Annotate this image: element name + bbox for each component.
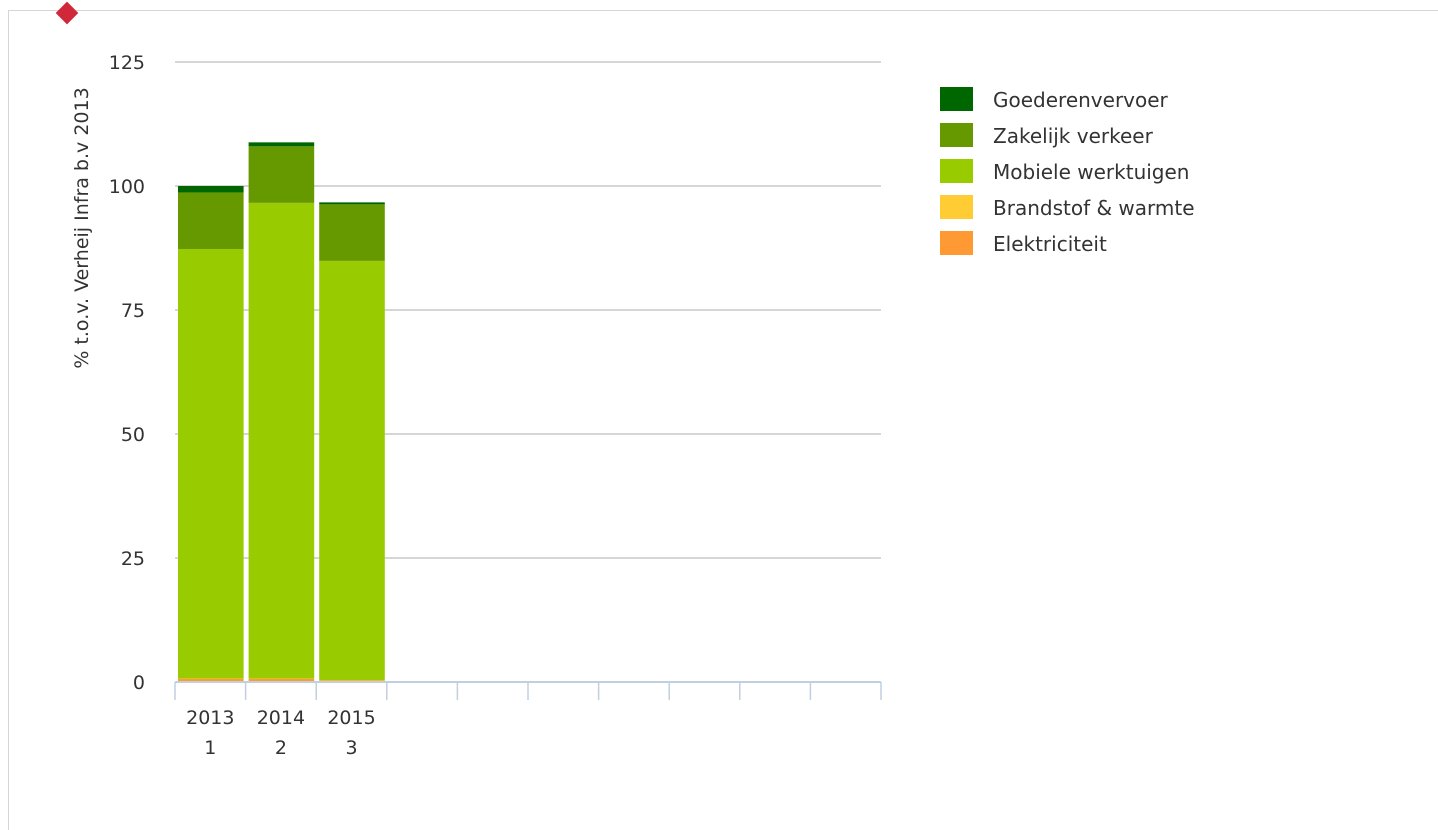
legend-swatch-brandstof-warmte	[940, 195, 973, 219]
legend-swatch-mobiele-werktuigen	[940, 159, 973, 183]
legend-swatch-zakelijk-verkeer	[940, 123, 973, 147]
legend-label-zakelijk-verkeer: Zakelijk verkeer	[993, 124, 1154, 148]
bar-2015-goederenvervoer	[319, 202, 385, 204]
bar-2014-mobiele-werktuigen	[249, 203, 315, 679]
bar-2014-zakelijk-verkeer	[249, 146, 315, 203]
bar-2013-zakelijk-verkeer	[178, 192, 244, 249]
y-tick-label-100: 100	[109, 176, 145, 198]
legend-swatch-goederenvervoer	[940, 87, 973, 111]
y-tick-label-0: 0	[133, 672, 145, 694]
y-axis-ticks: 0 25 50 75 100 125	[109, 52, 145, 694]
x-tick-label-index: 3	[345, 737, 357, 759]
legend: Goederenvervoer Zakelijk verkeer Mobiele w…	[940, 87, 1195, 256]
y-tick-label-125: 125	[109, 52, 145, 74]
x-tick-label-year: 2014	[257, 707, 305, 729]
x-axis: 2013 1 2014 2 2015 3	[175, 682, 881, 759]
bar-2015-mobiele-werktuigen	[319, 261, 385, 680]
x-tick-label-index: 1	[204, 737, 216, 759]
x-tick-label-year: 2013	[186, 707, 234, 729]
x-tick-label-year: 2015	[327, 707, 375, 729]
bar-2015-zakelijk-verkeer	[319, 204, 385, 261]
legend-swatch-elektriciteit	[940, 231, 973, 255]
y-tick-label-50: 50	[121, 424, 145, 446]
legend-label-elektriciteit: Elektriciteit	[993, 232, 1107, 256]
bar-2013-mobiele-werktuigen	[178, 249, 244, 679]
x-tick-label-index: 2	[275, 737, 287, 759]
bar-2014-goederenvervoer	[249, 142, 315, 146]
legend-label-brandstof-warmte: Brandstof & warmte	[993, 196, 1195, 220]
y-tick-label-25: 25	[121, 548, 145, 570]
bar-2013-goederenvervoer	[178, 186, 244, 192]
legend-label-mobiele-werktuigen: Mobiele werktuigen	[993, 160, 1189, 184]
bars	[178, 142, 385, 682]
y-tick-label-75: 75	[121, 300, 145, 322]
y-axis-label: % t.o.v. Verheij Infra b.v 2013	[71, 87, 93, 368]
legend-label-goederenvervoer: Goederenvervoer	[993, 88, 1169, 112]
